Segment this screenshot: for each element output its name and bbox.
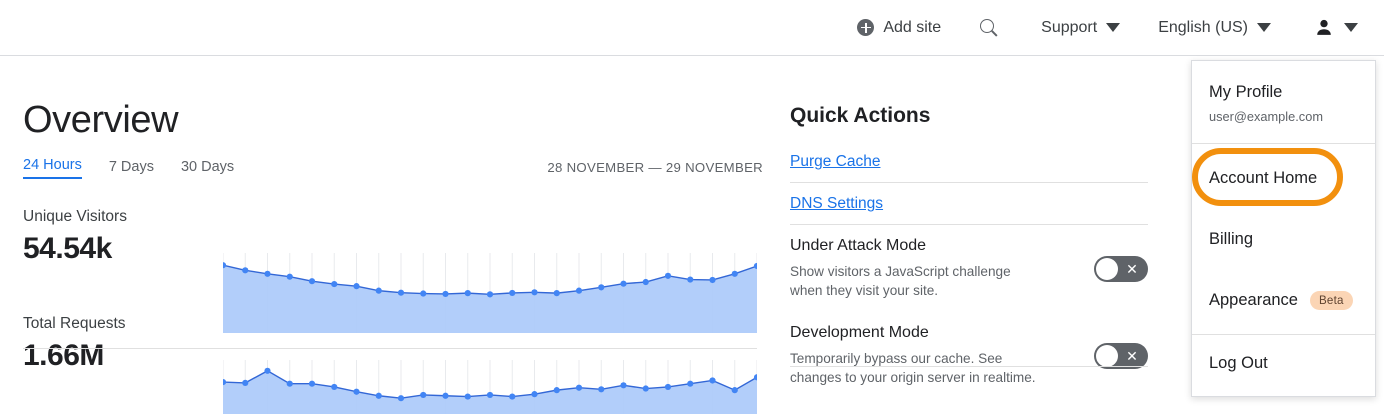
divider <box>790 366 1148 367</box>
divider <box>790 224 1148 225</box>
chart-total-requests-svg <box>223 360 757 414</box>
page-title: Overview <box>23 99 179 141</box>
menu-item-appearance[interactable]: Appearance Beta <box>1209 291 1353 310</box>
add-site-label: Add site <box>883 18 942 36</box>
chevron-down-icon <box>1344 23 1358 32</box>
menu-item-log-out[interactable]: Log Out <box>1209 354 1268 372</box>
tab-24-hours[interactable]: 24 Hours <box>23 157 82 179</box>
my-profile-label: My Profile <box>1209 83 1283 101</box>
chevron-down-icon <box>1257 23 1271 32</box>
beta-badge: Beta <box>1310 291 1353 310</box>
search-icon <box>979 18 999 38</box>
language-menu[interactable]: English (US) <box>1158 0 1271 56</box>
overview-panel: Overview 24 Hours 7 Days 30 Days 28 NOVE… <box>0 57 790 414</box>
menu-item-appearance-label: Appearance <box>1209 291 1298 309</box>
profile-email: user@example.com <box>1209 109 1323 124</box>
date-range-label: 28 NOVEMBER — 29 NOVEMBER <box>547 160 763 175</box>
tab-30-days[interactable]: 30 Days <box>180 159 235 175</box>
language-label: English (US) <box>1158 18 1248 36</box>
divider <box>1192 143 1375 144</box>
plus-circle-icon <box>857 19 875 36</box>
metric-total-requests: Total Requests 1.66M <box>23 315 126 373</box>
chart-unique-visitors-svg <box>223 253 757 333</box>
under-attack-mode-row: Under Attack Mode Show visitors a JavaSc… <box>790 237 1148 301</box>
menu-item-account-home[interactable]: Account Home <box>1209 169 1318 187</box>
dns-settings-link[interactable]: DNS Settings <box>790 195 884 212</box>
divider <box>23 348 757 349</box>
account-dropdown-menu: My Profile user@example.com Account Home… <box>1191 60 1376 397</box>
divider <box>1192 334 1375 335</box>
toggle-knob <box>1096 345 1118 367</box>
x-icon: ✕ <box>1126 261 1138 277</box>
metric-value: 54.54k <box>23 232 112 265</box>
metric-label: Total Requests <box>23 315 126 332</box>
add-site-button[interactable]: Add site <box>857 0 941 56</box>
development-mode-toggle[interactable]: ✕ <box>1094 343 1148 369</box>
top-navigation-bar: Add site Support English (US) <box>0 0 1384 56</box>
search-button[interactable] <box>979 0 999 56</box>
x-icon: ✕ <box>1126 348 1138 364</box>
my-profile-item[interactable]: My Profile user@example.com <box>1209 83 1323 124</box>
toggle-knob <box>1096 258 1118 280</box>
person-icon <box>1317 19 1331 35</box>
support-menu[interactable]: Support <box>1041 0 1121 56</box>
account-menu-button[interactable] <box>1313 0 1358 56</box>
chart-unique-visitors[interactable] <box>223 253 757 333</box>
time-range-tabs: 24 Hours 7 Days 30 Days <box>23 157 261 179</box>
development-mode-title: Development Mode <box>790 324 929 341</box>
tab-7-days[interactable]: 7 Days <box>108 159 154 175</box>
chevron-down-icon <box>1106 23 1121 32</box>
development-mode-row: Development Mode Temporarily bypass our … <box>790 324 1148 388</box>
metric-label: Unique Visitors <box>23 208 127 225</box>
metric-unique-visitors: Unique Visitors 54.54k <box>23 208 127 266</box>
development-mode-description: Temporarily bypass our cache. See change… <box>790 351 1036 386</box>
under-attack-mode-toggle[interactable]: ✕ <box>1094 256 1148 282</box>
under-attack-mode-title: Under Attack Mode <box>790 237 927 254</box>
support-label: Support <box>1041 18 1098 36</box>
metric-value: 1.66M <box>23 339 104 372</box>
quick-actions-panel: Quick Actions Purge Cache DNS Settings U… <box>790 57 1190 414</box>
under-attack-mode-description: Show visitors a JavaScript challenge whe… <box>790 264 1011 299</box>
purge-cache-link[interactable]: Purge Cache <box>790 153 881 170</box>
divider <box>790 182 1148 183</box>
menu-item-billing[interactable]: Billing <box>1209 230 1254 248</box>
chart-total-requests[interactable] <box>223 360 757 414</box>
quick-actions-title: Quick Actions <box>790 104 931 127</box>
